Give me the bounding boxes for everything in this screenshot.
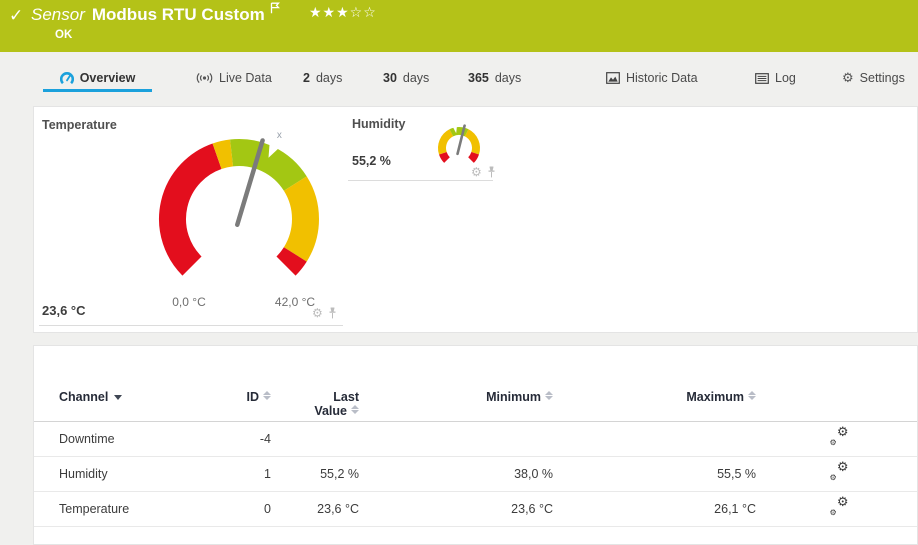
stars-filled[interactable]: ★★★ — [309, 5, 350, 21]
log-list-icon — [755, 72, 769, 84]
channel-settings-icon[interactable]: ⚙ ⚙ — [829, 425, 849, 447]
sensor-title-line: Sensor Modbus RTU Custom — [31, 2, 280, 25]
tab-365-days-number: 365 — [468, 71, 489, 85]
channel-name[interactable]: Humidity — [59, 467, 108, 481]
gauge-pin-icon[interactable] — [487, 166, 496, 178]
sort-toggle-icon — [263, 391, 271, 400]
channel-maximum: 26,1 °C — [714, 502, 756, 516]
column-header-last-value[interactable]: Last Value — [314, 390, 359, 418]
sensor-name: Modbus RTU Custom — [91, 5, 265, 24]
column-header-channel[interactable]: Channel — [34, 390, 244, 404]
stars-empty[interactable]: ☆☆ — [349, 5, 377, 21]
channel-id: -4 — [259, 432, 271, 446]
humidity-gauge[interactable] — [429, 122, 489, 172]
channel-name[interactable]: Downtime — [59, 432, 115, 446]
table-row-temperature[interactable]: Temperature 0 23,6 °C 23,6 °C 26,1 °C ⚙ ⚙ — [34, 492, 917, 527]
priority-flag-icon[interactable] — [270, 2, 280, 14]
channel-last-value: 23,6 °C — [317, 502, 359, 516]
humidity-gauge-tools: ⚙ — [471, 166, 496, 178]
tab-365-days-unit: days — [494, 71, 522, 85]
temperature-gauge-title: Temperature — [42, 118, 117, 132]
tab-2-days[interactable]: 2 days — [303, 66, 342, 90]
channel-table-header-row: Channel ID Last Value Minimum Maximum — [34, 346, 917, 422]
tab-historic-data-label: Historic Data — [626, 71, 698, 85]
gear-icon: ⚙ — [842, 70, 854, 86]
temperature-gauge[interactable]: x — [146, 129, 336, 289]
sensor-status-header: ✓ Sensor Modbus RTU Custom ★★★☆☆ OK — [0, 0, 918, 52]
temperature-gauge-min-label: 0,0 °C — [172, 295, 206, 309]
tab-30-days-unit: days — [402, 71, 430, 85]
tab-log[interactable]: Log — [755, 66, 796, 90]
gauges-panel: Temperature x 0,0 °C 42,0 °C 23,6 °C ⚙ H… — [33, 106, 918, 333]
temperature-gauge-tools: ⚙ — [312, 307, 337, 319]
tab-live-data[interactable]: Live Data — [196, 66, 272, 90]
temperature-current-value: 23,6 °C — [42, 303, 86, 318]
svg-text:x: x — [277, 130, 282, 141]
channel-settings-icon[interactable]: ⚙ ⚙ — [829, 460, 849, 482]
gauge-pin-icon[interactable] — [328, 307, 337, 319]
channel-id: 0 — [264, 502, 271, 516]
tab-settings-label: Settings — [859, 71, 905, 85]
tab-365-days[interactable]: 365 days — [468, 66, 521, 90]
channel-maximum: 55,5 % — [717, 467, 756, 481]
overview-gauge-icon — [59, 71, 74, 85]
channel-minimum: 38,0 % — [514, 467, 553, 481]
gauge-gear-icon[interactable]: ⚙ — [312, 306, 323, 320]
tab-2-days-unit: days — [315, 71, 343, 85]
tab-overview[interactable]: Overview — [43, 66, 152, 92]
table-row-humidity[interactable]: Humidity 1 55,2 % 38,0 % 55,5 % ⚙ ⚙ — [34, 457, 917, 492]
channel-last-value: 55,2 % — [320, 467, 359, 481]
humidity-current-value: 55,2 % — [352, 154, 391, 168]
tab-30-days[interactable]: 30 days — [383, 66, 429, 90]
channel-minimum: 23,6 °C — [511, 502, 553, 516]
tab-historic-data[interactable]: Historic Data — [606, 66, 698, 90]
table-row-downtime[interactable]: Downtime -4 ⚙ ⚙ — [34, 422, 917, 457]
tab-settings[interactable]: ⚙ Settings — [842, 66, 905, 90]
sort-toggle-icon — [351, 405, 359, 414]
sort-desc-icon — [114, 395, 123, 400]
tab-live-data-label: Live Data — [219, 71, 272, 85]
channel-name[interactable]: Temperature — [59, 502, 130, 516]
tab-30-days-number: 30 — [383, 71, 397, 85]
temperature-gauge-max-label: 42,0 °C — [274, 295, 316, 309]
channel-id: 1 — [264, 467, 271, 481]
sensor-tab-bar: Overview Live Data 2 days 30 days 365 da… — [0, 62, 918, 95]
humidity-cell-divider — [348, 180, 493, 181]
sort-toggle-icon — [748, 391, 756, 400]
area-chart-icon — [606, 72, 620, 84]
column-header-id[interactable]: ID — [244, 390, 271, 404]
priority-stars[interactable]: ★★★☆☆ — [309, 5, 377, 21]
sensor-status-text: OK — [55, 29, 73, 41]
channel-settings-icon[interactable]: ⚙ ⚙ — [829, 495, 849, 517]
sort-toggle-icon — [545, 391, 553, 400]
status-ok-check-icon: ✓ — [9, 6, 24, 26]
gauge-gear-icon[interactable]: ⚙ — [471, 165, 482, 179]
object-kind-label: Sensor — [31, 5, 85, 24]
humidity-gauge-title: Humidity — [352, 117, 406, 131]
tab-overview-label: Overview — [79, 71, 136, 85]
channel-table-panel: Channel ID Last Value Minimum Maximum Dow… — [33, 345, 918, 545]
tab-2-days-number: 2 — [303, 71, 310, 85]
column-header-minimum[interactable]: Minimum — [359, 390, 553, 404]
tab-log-label: Log — [775, 71, 796, 85]
broadcast-icon — [196, 72, 213, 84]
column-header-maximum[interactable]: Maximum — [553, 390, 756, 404]
temperature-cell-divider — [39, 325, 343, 326]
